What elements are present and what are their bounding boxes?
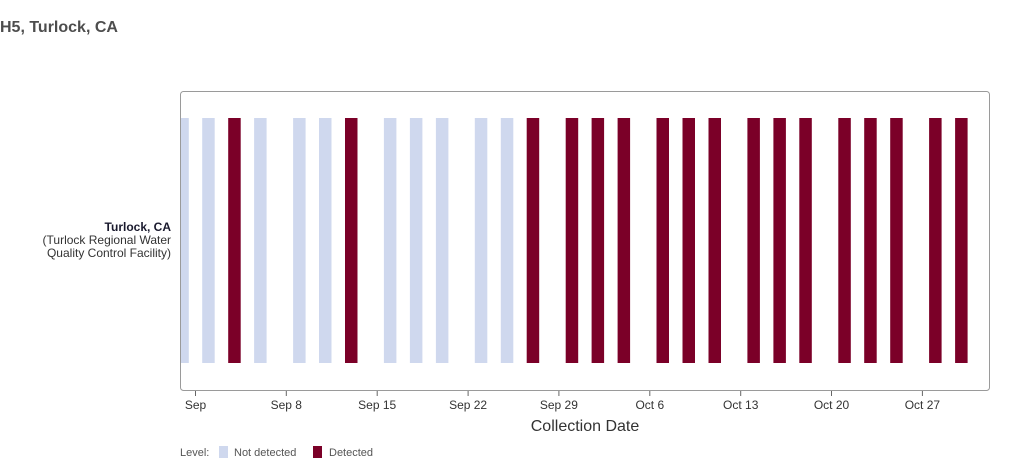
sample-bar-not-detected [254,118,267,363]
legend-swatch-not-detected [219,446,228,458]
sample-bar-not-detected [435,118,449,363]
sample-bar-not-detected [409,118,423,363]
site-name: Turlock, CA [105,220,172,234]
sample-bar-detected [929,118,942,363]
page-title: H5, Turlock, CA [0,19,118,36]
sample-bar-detected [682,118,695,363]
legend-swatch-detected [313,446,322,458]
sample-bar-detected [565,118,579,363]
sample-bar-detected [955,118,968,363]
x-tick-label: Sep 29 [540,398,578,412]
sample-bar-detected [708,118,721,363]
x-tick-label: Oct 27 [905,398,941,412]
x-axis: Sep Sep 8 Sep 15 Sep 22 Sep 29 Oct 6 Oct 13 Oct… [185,391,941,412]
plot-area [180,91,990,391]
legend-title: Level: [180,447,209,459]
sample-bar-not-detected [474,118,488,363]
x-tick-label: Sep 22 [449,398,487,412]
x-tick-label: Sep [185,398,207,412]
legend: Level: Not detected Detected [180,446,373,459]
sample-bar-detected [864,118,877,363]
sample-bar-detected [526,118,540,363]
sample-bar-detected [773,118,786,363]
sample-bar-not-detected [383,118,397,363]
x-axis-title: Collection Date [531,418,640,435]
sample-bar-detected [617,118,631,363]
site-detail-line1: (Turlock Regional Water [43,233,171,247]
sample-bar-not-detected [293,118,306,363]
sample-bar-detected [747,118,760,363]
sample-bar-detected [799,118,812,363]
sample-bar-detected [890,118,903,363]
sample-bar-detected [838,118,851,363]
sample-bar-not-detected [202,118,215,363]
sample-bar-detected [228,118,241,363]
sample-bar-not-detected [181,118,189,363]
legend-label-detected: Detected [329,447,373,459]
sample-bar-detected [656,118,669,363]
sample-bar-detected [591,118,605,363]
legend-label-not-detected: Not detected [234,447,296,459]
x-tick-label: Sep 8 [271,398,303,412]
x-tick-label: Sep 15 [358,398,396,412]
sample-bar-not-detected [319,118,332,363]
x-tick-label: Oct 6 [635,398,664,412]
x-tick-label: Oct 20 [814,398,850,412]
sample-bar-not-detected [500,118,514,363]
x-tick-label: Oct 13 [723,398,759,412]
sample-bars [181,118,968,363]
y-axis-site-label: Turlock, CA (Turlock Regional Water Qual… [43,220,172,260]
sample-bar-detected [345,118,358,363]
site-detail-line2: Quality Control Facility) [47,246,171,260]
